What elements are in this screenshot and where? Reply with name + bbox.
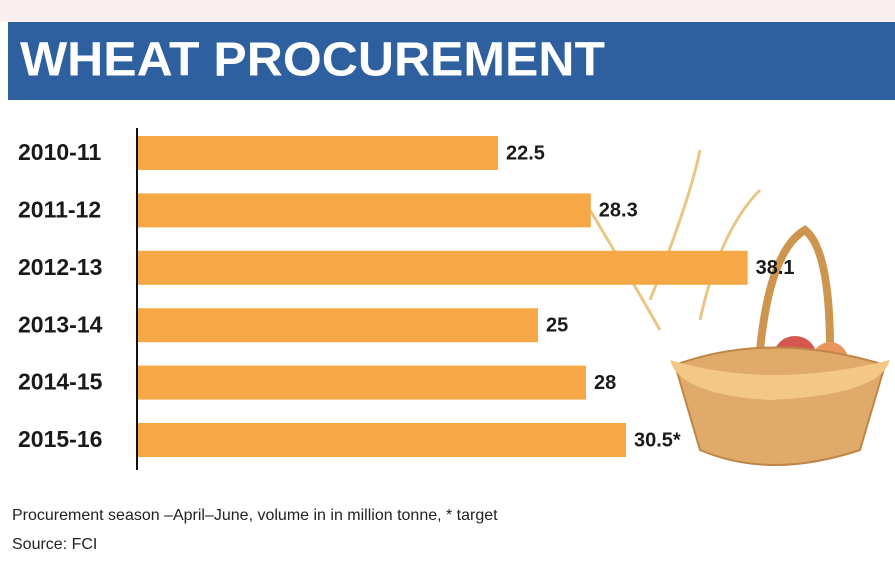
category-label: 2011-12 (18, 196, 101, 222)
category-label: 2014-15 (18, 369, 103, 395)
category-label: 2013-14 (18, 311, 103, 337)
title-banner (8, 22, 895, 100)
footnote: Source: FCI (12, 536, 97, 553)
bar (138, 136, 498, 170)
chart-title: WHEAT PROCUREMENT (20, 34, 605, 87)
value-label: 25 (546, 314, 568, 336)
value-label: 28 (594, 372, 616, 394)
value-label: 22.5 (506, 142, 545, 164)
footnote: Procurement season –April–June, volume i… (12, 507, 498, 524)
bar (138, 365, 586, 400)
value-label: 28.3 (599, 200, 638, 222)
value-label: 38.1 (756, 257, 795, 279)
category-label: 2012-13 (18, 254, 102, 280)
value-label: 30.5* (634, 429, 681, 451)
category-label: 2015-16 (18, 426, 102, 452)
basket-illustration (588, 149, 890, 466)
bar (138, 250, 748, 285)
top-strip (0, 0, 895, 22)
bar (138, 423, 626, 457)
category-label: 2010-11 (18, 139, 101, 165)
bar (138, 308, 538, 343)
bar (138, 193, 591, 228)
